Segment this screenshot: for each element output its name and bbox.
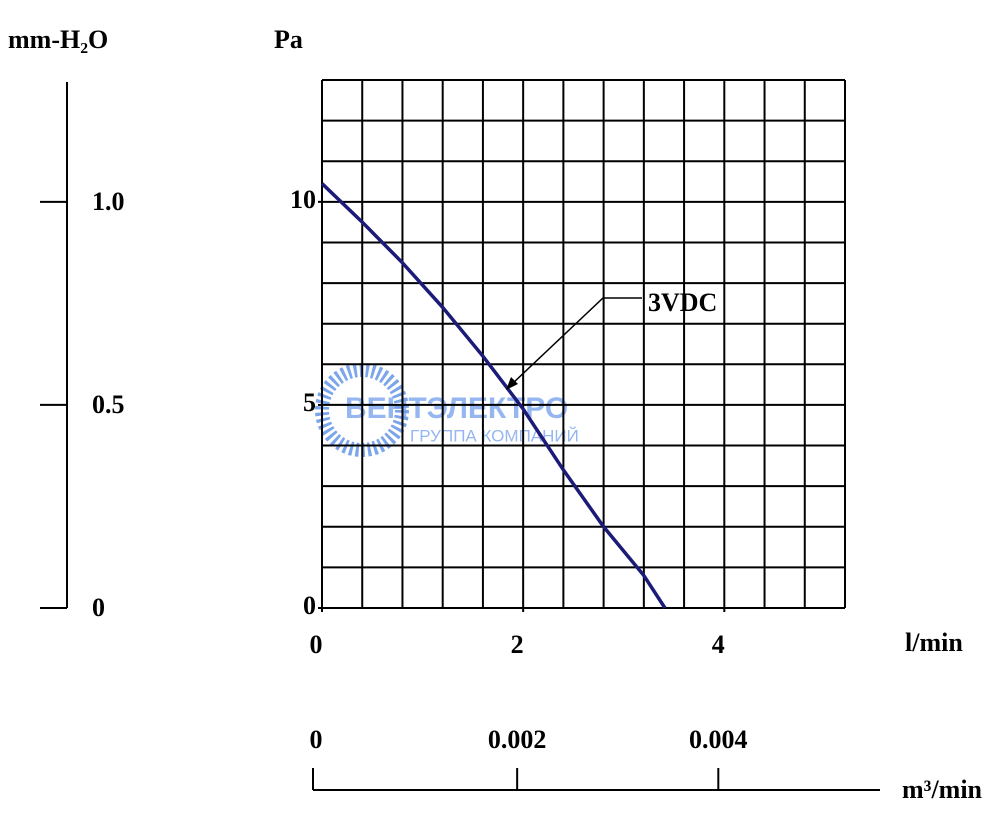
series-label: 3VDC: [648, 288, 717, 317]
y2-tick-label: 0.5: [92, 390, 125, 419]
curve: [320, 182, 667, 609]
x2-tick-label: 0: [310, 725, 323, 754]
y-tick-label: 5: [303, 388, 316, 417]
watermark-subtitle: ГРУППА КОМПАНИЙ: [410, 426, 579, 445]
x-tick-label: 0: [310, 630, 323, 659]
annotation-arrowhead: [506, 377, 518, 390]
annotation-arrow: [511, 297, 642, 385]
y2-tick-label: 0: [92, 593, 105, 622]
x-tick-label: 4: [712, 630, 725, 659]
y-axis-label: Pa: [274, 25, 303, 54]
y-tick-label: 0: [303, 591, 316, 620]
x-tick-label: 2: [511, 630, 524, 659]
x-axis-label: l/min: [905, 628, 963, 657]
x2-tick-label: 0.002: [488, 725, 547, 754]
x2-tick-label: 0.004: [689, 725, 748, 754]
watermark-title: ВЕНТЭЛЕКТРО: [345, 392, 568, 425]
y2-tick-label: 1.0: [92, 187, 125, 216]
x2-axis-label: m³/min: [902, 775, 983, 804]
y2-axis-label: mm-H₂O: [8, 25, 108, 54]
y-tick-label: 10: [290, 185, 316, 214]
